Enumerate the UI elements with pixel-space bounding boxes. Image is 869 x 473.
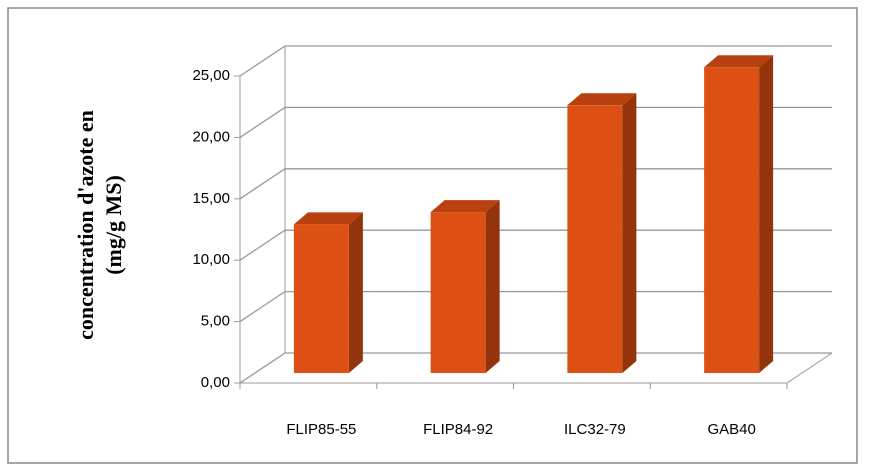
bar-top [430,200,500,213]
x-tick-label: FLIP84-92 [423,421,493,438]
grid-line [239,290,832,323]
bar-side [485,200,500,373]
bar-top [704,55,774,68]
y-tick-label: 10,00 [192,251,230,268]
grid-line [239,45,832,77]
x-tick-label: GAB40 [707,421,755,438]
bar [704,67,760,373]
grid-line [239,229,832,261]
y-tick-label: 25,00 [192,67,230,84]
x-tick-label: FLIP85-55 [286,421,356,438]
bar-side [759,55,774,374]
bar-side [348,212,363,373]
y-axis-title-line: concentration d'azote en [73,110,98,340]
y-tick-label: 15,00 [192,190,230,207]
y-tick-label: 20,00 [192,128,230,145]
grid-line [239,352,832,384]
grid-line [239,106,832,138]
bar-top [293,212,363,225]
x-tick-label: ILC32-79 [564,421,626,438]
bar [430,212,486,373]
y-tick-label: 0,00 [201,374,230,391]
grid-line [239,168,832,200]
axis-line [786,352,833,384]
bar [293,224,349,373]
bar-side [622,93,637,374]
y-tick-label: 5,00 [201,313,230,330]
bar-top [567,93,637,106]
y-axis-title: concentration d'azote en (mg/g MS) [73,110,126,340]
bar [567,105,623,374]
y-axis-title-line: (mg/g MS) [101,175,126,275]
